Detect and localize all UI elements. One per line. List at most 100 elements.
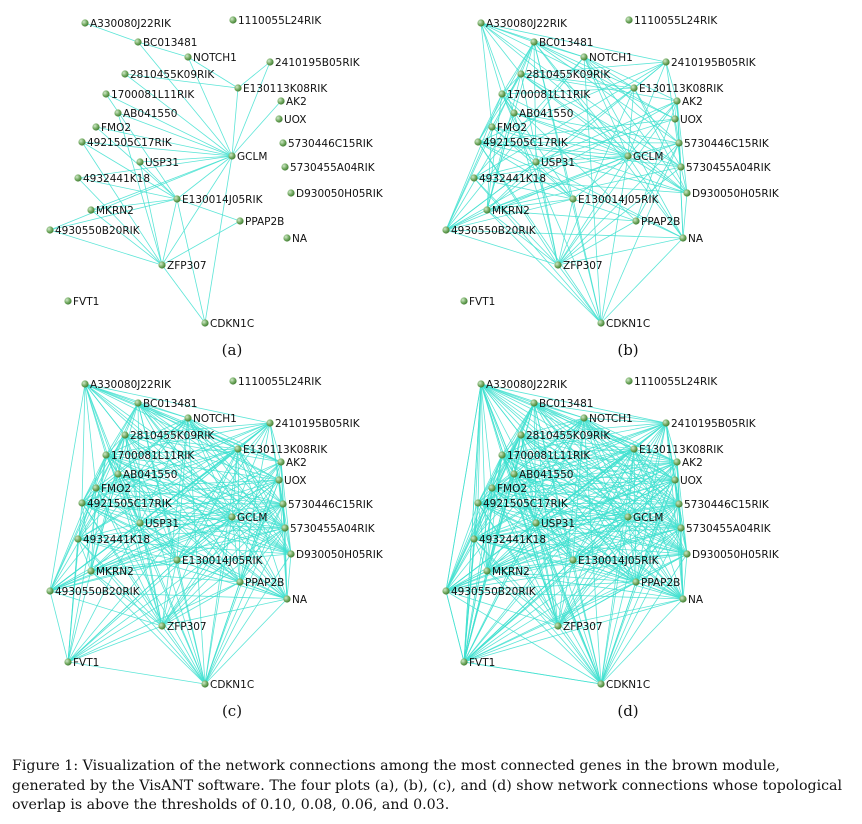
gene-label: E130113K08RIK	[639, 83, 724, 95]
network-edge	[237, 448, 284, 505]
gene-node	[470, 535, 478, 543]
gene-label: 4930550B20RIK	[451, 586, 537, 598]
network-edge	[463, 402, 535, 663]
network-edge	[477, 141, 684, 239]
gene-label: CDKN1C	[606, 318, 650, 330]
network-edge	[501, 73, 522, 95]
network-edge	[84, 383, 241, 583]
gene-node	[677, 163, 685, 171]
network-edge	[105, 402, 139, 456]
network-edge	[627, 100, 678, 157]
gene-label: E130113K08RIK	[243, 83, 328, 95]
network-edge	[600, 527, 682, 685]
network-edge	[477, 141, 574, 200]
network-edge	[95, 434, 126, 489]
network-edge	[583, 417, 676, 481]
network-edge	[81, 473, 119, 504]
network-edge	[513, 473, 574, 561]
network-edge	[81, 502, 288, 600]
gene-node	[554, 622, 562, 630]
network-edge	[627, 461, 678, 518]
network-edge	[513, 473, 676, 481]
gene-label: 2810455K09RIK	[130, 69, 215, 81]
network-edge	[513, 473, 537, 524]
gene-node	[78, 138, 86, 146]
gene-label: UOX	[284, 114, 306, 126]
network-edge	[486, 553, 688, 572]
network-edge	[90, 448, 239, 572]
gene-node	[275, 115, 283, 123]
network-edge	[445, 161, 537, 231]
network-edge	[557, 87, 635, 266]
network-edge	[473, 402, 535, 540]
network-edge	[137, 41, 189, 58]
network-edge	[477, 502, 488, 572]
gene-node	[510, 470, 518, 478]
network-edge	[480, 383, 635, 450]
gene-node	[498, 451, 506, 459]
gene-label: 4932441K18	[479, 534, 546, 546]
network-edge	[161, 527, 286, 627]
network-edge	[463, 522, 537, 663]
network-edge	[117, 112, 163, 266]
network-edge	[572, 155, 629, 200]
network-edge	[204, 503, 284, 685]
network-edge	[137, 402, 284, 505]
gene-label: PPAP2B	[641, 216, 680, 228]
network-edge	[90, 553, 292, 572]
network-edge	[473, 177, 602, 324]
gene-node	[134, 38, 142, 46]
gene-node	[121, 70, 129, 78]
network-edge	[67, 422, 271, 663]
gene-label: 4930550B20RIK	[451, 225, 537, 237]
gene-label: ZFP307	[563, 621, 603, 633]
network-edge	[445, 229, 684, 239]
gene-node	[632, 578, 640, 586]
gene-label: PPAP2B	[245, 577, 284, 589]
network-edge	[124, 73, 239, 89]
network-edge	[67, 522, 141, 663]
gene-label: 2410195B05RIK	[275, 57, 361, 69]
panel-label: (c)	[222, 702, 242, 720]
gene-label: MKRN2	[492, 566, 530, 578]
network-panel-c: A330080J22RIK 1110055L24RIK BC013481 NOTCH1…	[46, 376, 384, 720]
network-edge	[520, 417, 585, 436]
network-edge	[239, 422, 271, 583]
network-edge	[583, 417, 635, 450]
gene-node	[78, 499, 86, 507]
gene-label: NOTCH1	[193, 52, 237, 64]
gene-node	[236, 217, 244, 225]
network-edge	[49, 590, 163, 627]
network-edge	[682, 192, 688, 239]
network-edge	[480, 383, 680, 505]
network-edge	[583, 56, 678, 102]
gene-node	[283, 595, 291, 603]
network-edge	[627, 503, 680, 518]
network-edge	[117, 473, 286, 529]
network-edge	[535, 503, 680, 524]
network-edge	[67, 661, 206, 685]
network-edge	[480, 22, 503, 95]
gene-node	[87, 206, 95, 214]
network-edge	[486, 142, 680, 211]
network-edge	[477, 93, 503, 143]
network-edge	[674, 479, 684, 600]
gene-node	[102, 90, 110, 98]
network-edge	[124, 434, 280, 481]
network-edge	[557, 264, 602, 324]
gene-label: AB041550	[123, 108, 177, 120]
network-edge	[501, 454, 682, 529]
gene-node	[597, 319, 605, 327]
network-edge	[176, 198, 241, 222]
network-edge	[486, 570, 602, 685]
network-edge	[600, 237, 684, 324]
network-figure: A330080J22RIK 1110055L24RIK BC013481 NOTCH1…	[46, 15, 780, 720]
gene-label: BC013481	[143, 37, 197, 49]
network-edge	[84, 383, 233, 518]
network-edge	[633, 448, 676, 481]
network-edge	[557, 417, 585, 627]
network-edge	[486, 570, 559, 627]
network-edge	[477, 141, 688, 194]
gene-label: UOX	[680, 475, 702, 487]
network-edge	[161, 264, 206, 324]
